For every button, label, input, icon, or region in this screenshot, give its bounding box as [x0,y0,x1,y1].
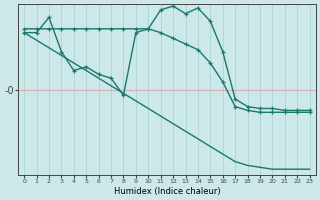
X-axis label: Humidex (Indice chaleur): Humidex (Indice chaleur) [114,187,220,196]
